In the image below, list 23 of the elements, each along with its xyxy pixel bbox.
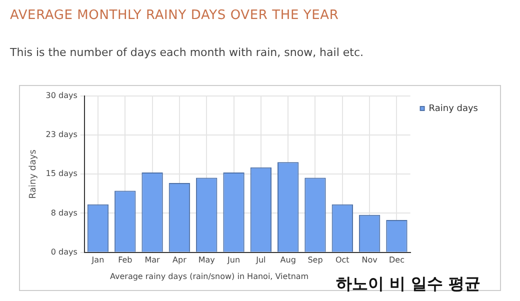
text: Average rainy days (rain/snow) in Hanoi, Vietnam <box>110 272 309 281</box>
chart-subtitle: This is the number of days each month with rain, snow, hail etc. <box>10 46 364 59</box>
y-tick-label: 23 days <box>46 130 78 140</box>
legend-label: Rainy days <box>428 104 478 114</box>
x-tick-label: May <box>198 255 216 264</box>
x-tick-label: Feb <box>118 255 132 264</box>
x-tick-label: Jul <box>255 255 266 264</box>
x-tick-label: Jun <box>226 255 240 264</box>
y-tick-label: 0 days <box>50 247 78 256</box>
x-tick-label: Nov <box>362 255 378 264</box>
x-tick-label: Sep <box>308 255 323 264</box>
text: 하노이 비 일수 평균 <box>336 274 481 295</box>
x-tick-label: Oct <box>335 255 350 264</box>
y-tick-label: 15 days <box>46 169 78 178</box>
y-axis-title: Rainy days <box>28 149 39 199</box>
x-tick-label: Aug <box>280 255 296 264</box>
chart-title: AVERAGE MONTHLY RAINY DAYS OVER THE YEAR <box>10 8 339 23</box>
x-tick-label: Mar <box>144 255 161 264</box>
x-tick-label: Jan <box>90 255 104 264</box>
x-tick-label: Apr <box>172 255 188 264</box>
y-tick-label: 30 days <box>46 90 78 100</box>
y-tick-label: 8 days <box>50 208 78 218</box>
x-tick-label: Dec <box>388 255 404 264</box>
